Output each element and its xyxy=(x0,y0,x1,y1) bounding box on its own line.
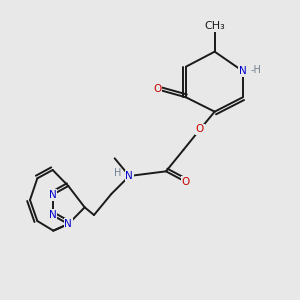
Text: H: H xyxy=(114,168,121,178)
Text: N: N xyxy=(125,171,133,181)
Text: N: N xyxy=(49,190,56,200)
Text: N: N xyxy=(49,210,56,220)
Text: CH₃: CH₃ xyxy=(204,21,225,31)
Text: O: O xyxy=(182,177,190,187)
Text: N: N xyxy=(64,219,72,229)
Text: -H: -H xyxy=(250,65,261,75)
Text: N: N xyxy=(239,66,247,76)
Text: O: O xyxy=(153,84,161,94)
Text: O: O xyxy=(196,124,204,134)
